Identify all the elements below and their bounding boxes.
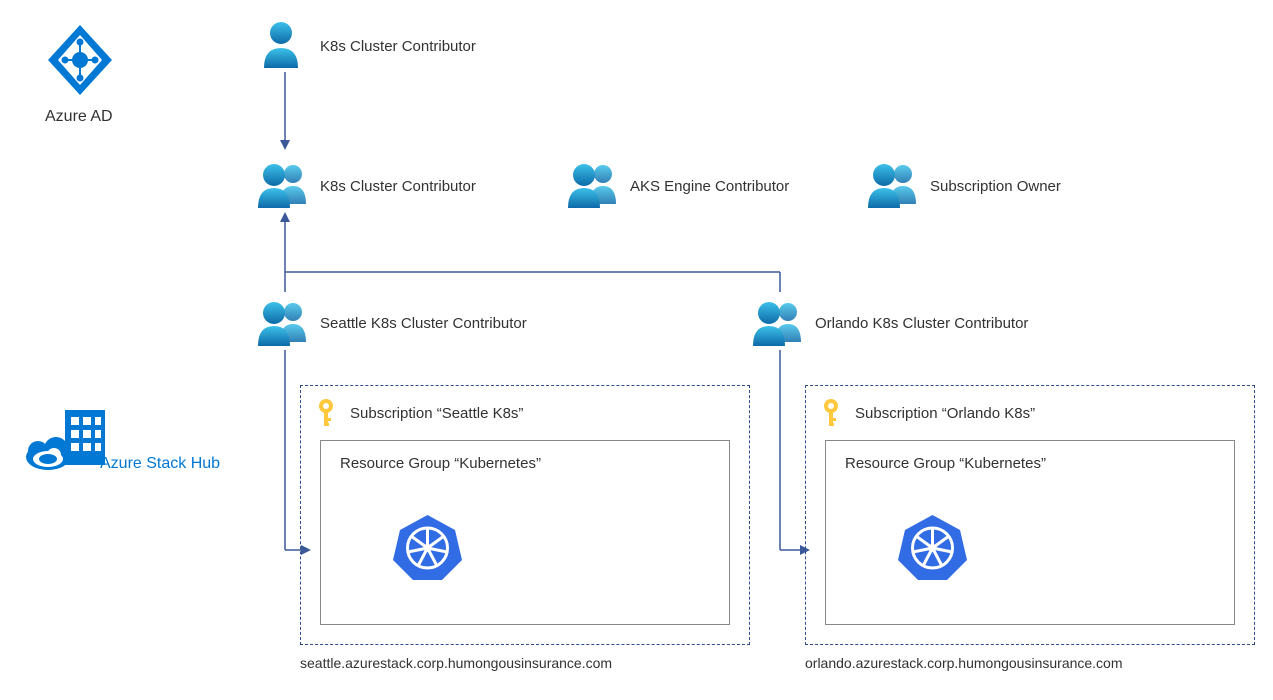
orlando-domain: orlando.azurestack.corp.humongousinsuran… bbox=[805, 655, 1123, 671]
group-icon-orlando bbox=[750, 298, 805, 346]
key-icon-orlando bbox=[817, 398, 845, 428]
group-aks-label: AKS Engine Contributor bbox=[630, 178, 789, 195]
group-k8s-label: K8s Cluster Contributor bbox=[320, 178, 476, 195]
group-orlando-label: Orlando K8s Cluster Contributor bbox=[815, 315, 1028, 332]
top-user-label: K8s Cluster Contributor bbox=[320, 38, 476, 55]
orlando-rg-title: Resource Group “Kubernetes” bbox=[845, 455, 1046, 472]
azure-stack-hub-label: Azure Stack Hub bbox=[100, 455, 220, 473]
group-icon-aks bbox=[565, 160, 620, 208]
group-icon-k8s bbox=[255, 160, 310, 208]
group-subowner-label: Subscription Owner bbox=[930, 178, 1061, 195]
k8s-icon-seattle bbox=[390, 510, 465, 585]
azure-ad-icon bbox=[40, 20, 120, 100]
azure-stack-hub-icon bbox=[20, 405, 110, 475]
key-icon-seattle bbox=[312, 398, 340, 428]
orlando-sub-title: Subscription “Orlando K8s” bbox=[855, 405, 1035, 422]
group-icon-subowner bbox=[865, 160, 920, 208]
seattle-rg-title: Resource Group “Kubernetes” bbox=[340, 455, 541, 472]
seattle-sub-title: Subscription “Seattle K8s” bbox=[350, 405, 523, 422]
arrow-user-to-group bbox=[275, 72, 295, 152]
k8s-icon-orlando bbox=[895, 510, 970, 585]
group-icon-seattle bbox=[255, 298, 310, 346]
user-icon-single bbox=[260, 20, 302, 68]
group-seattle-label: Seattle K8s Cluster Contributor bbox=[320, 315, 527, 332]
seattle-domain: seattle.azurestack.corp.humongousinsuran… bbox=[300, 655, 612, 671]
azure-ad-label: Azure AD bbox=[45, 108, 113, 126]
arrow-connector-up bbox=[275, 212, 785, 292]
